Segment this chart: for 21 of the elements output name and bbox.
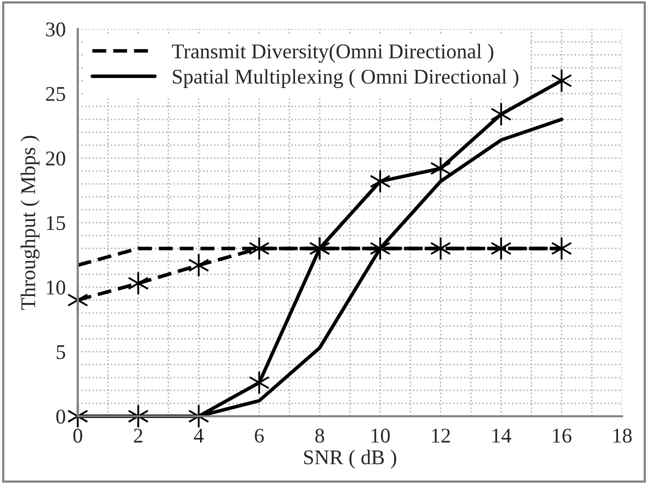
y-tick-label: 15 <box>46 216 66 230</box>
y-tick-label: 25 <box>46 87 66 102</box>
legend-label: Spatial Multiplexing ( Omni Directional ) <box>172 69 518 88</box>
y-tick-label: 0 <box>56 410 66 424</box>
x-tick-label: 16 <box>553 428 572 443</box>
y-tick-label: 20 <box>46 151 66 166</box>
x-tick-label: 6 <box>254 428 264 443</box>
x-axis-title: SNR ( dB ) <box>304 450 396 469</box>
x-tick-label: 2 <box>134 428 142 442</box>
x-tick-label: 0 <box>73 428 82 443</box>
x-tick-label: 12 <box>432 428 450 442</box>
x-tick-label: 18 <box>613 428 632 443</box>
x-tick-label: 14 <box>492 428 512 442</box>
legend-label: Transmit Diversity(Omni Directional ) <box>172 44 494 63</box>
x-tick-label: 8 <box>315 428 324 443</box>
x-tick-label: 4 <box>194 428 204 442</box>
y-tick-label: 10 <box>46 280 66 295</box>
y-axis-title: Throughput ( Mbps ) <box>20 136 40 310</box>
x-tick-label: 10 <box>372 428 390 443</box>
y-tick-label: 5 <box>56 345 66 360</box>
y-tick-label: 30 <box>46 22 66 36</box>
